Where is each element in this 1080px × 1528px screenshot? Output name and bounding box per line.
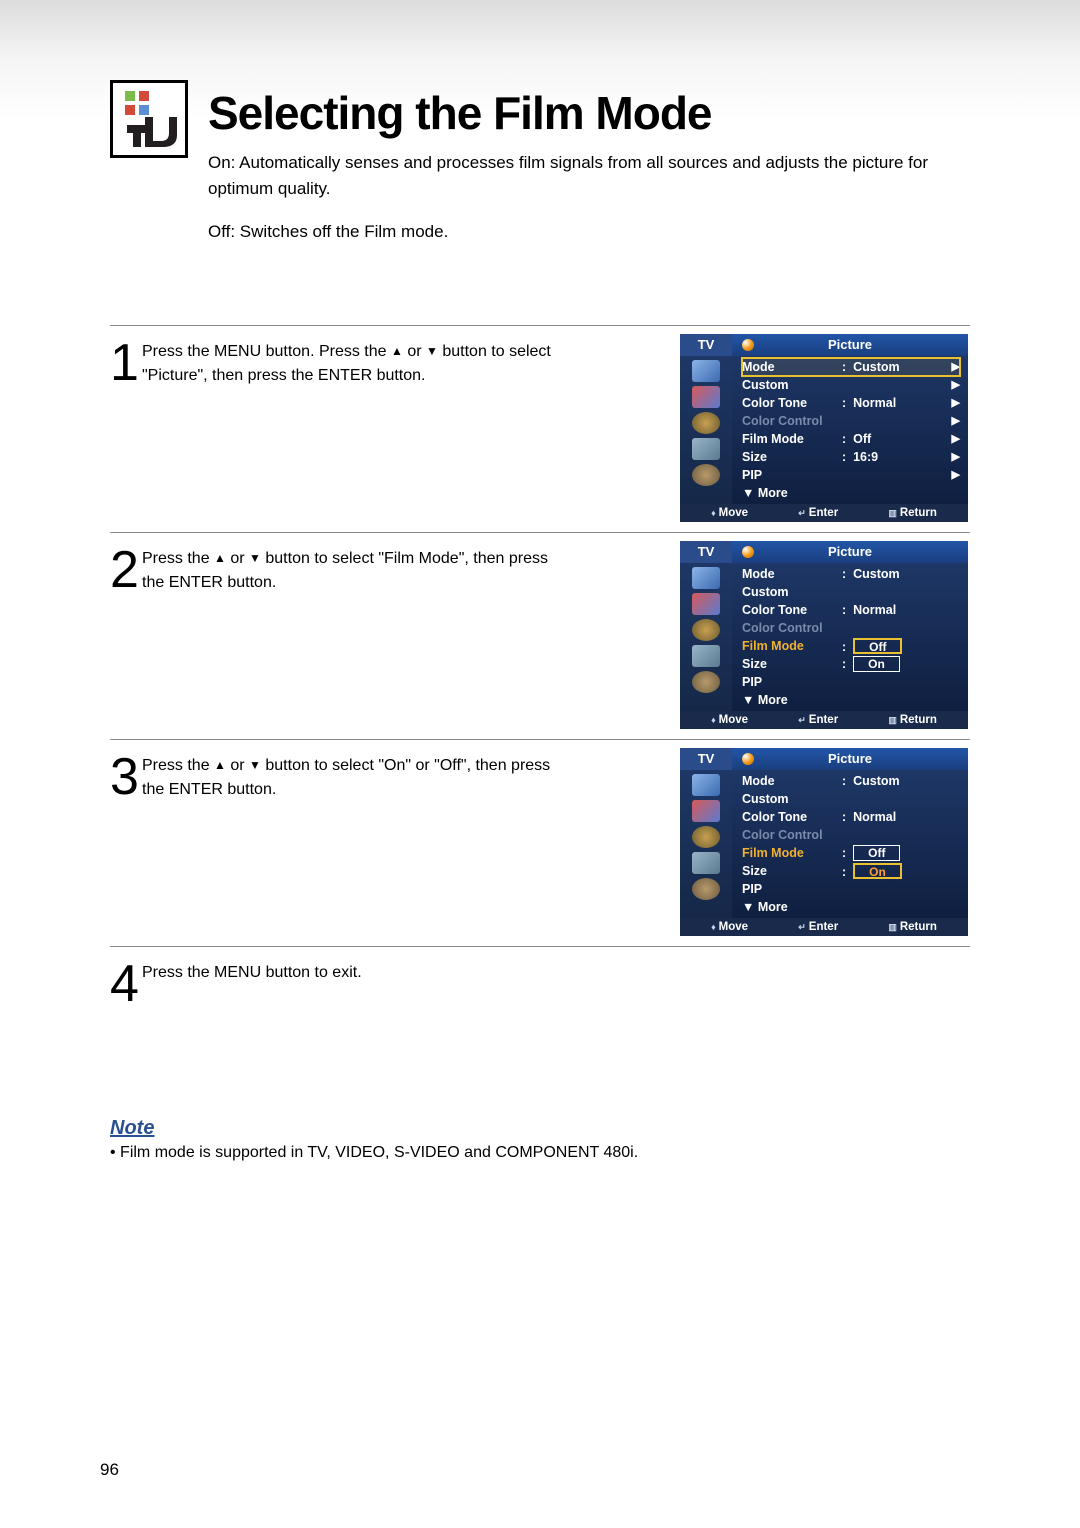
note-label: Note	[110, 1117, 970, 1140]
osd-menu-2: TV Picture Mode: Custom	[680, 541, 968, 729]
steps-list: 1 Press the MENU button. Press the ▲ or …	[110, 325, 970, 1018]
osd-section-title: Picture	[732, 334, 968, 356]
header-icon	[110, 80, 188, 158]
step-text: Press the MENU button to exit.	[142, 955, 552, 985]
step-num: 1	[110, 334, 142, 387]
step-num: 3	[110, 748, 142, 801]
page-number: 96	[100, 1460, 119, 1480]
step-num: 2	[110, 541, 142, 594]
osd-footer: ♦Move ↵Enter ▥Return	[680, 504, 968, 522]
note-section: Note • Film mode is supported in TV, VID…	[110, 1117, 970, 1162]
step-text: Press the ▲ or ▼ button to select "On" o…	[142, 748, 552, 802]
step-text: Press the MENU button. Press the ▲ or ▼ …	[142, 334, 552, 388]
page-title: Selecting the Film Mode	[208, 86, 712, 140]
osd-menu-1: TV Picture Mode: Custom▶	[680, 334, 968, 522]
step-num: 4	[110, 955, 142, 1008]
step-2: 2 Press the ▲ or ▼ button to select "Fil…	[110, 533, 970, 740]
step-1: 1 Press the MENU button. Press the ▲ or …	[110, 326, 970, 533]
osd-sidebar-icons	[680, 356, 732, 504]
note-text: • Film mode is supported in TV, VIDEO, S…	[110, 1144, 970, 1162]
osd-menu-3: TV Picture Mode: Custom	[680, 748, 968, 936]
step-text: Press the ▲ or ▼ button to select "Film …	[142, 541, 552, 595]
step-4: 4 Press the MENU button to exit.	[110, 947, 970, 1018]
osd-tv-label: TV	[680, 334, 732, 356]
intro-text: On: Automatically senses and processes f…	[208, 150, 970, 245]
step-3: 3 Press the ▲ or ▼ button to select "On"…	[110, 740, 970, 947]
